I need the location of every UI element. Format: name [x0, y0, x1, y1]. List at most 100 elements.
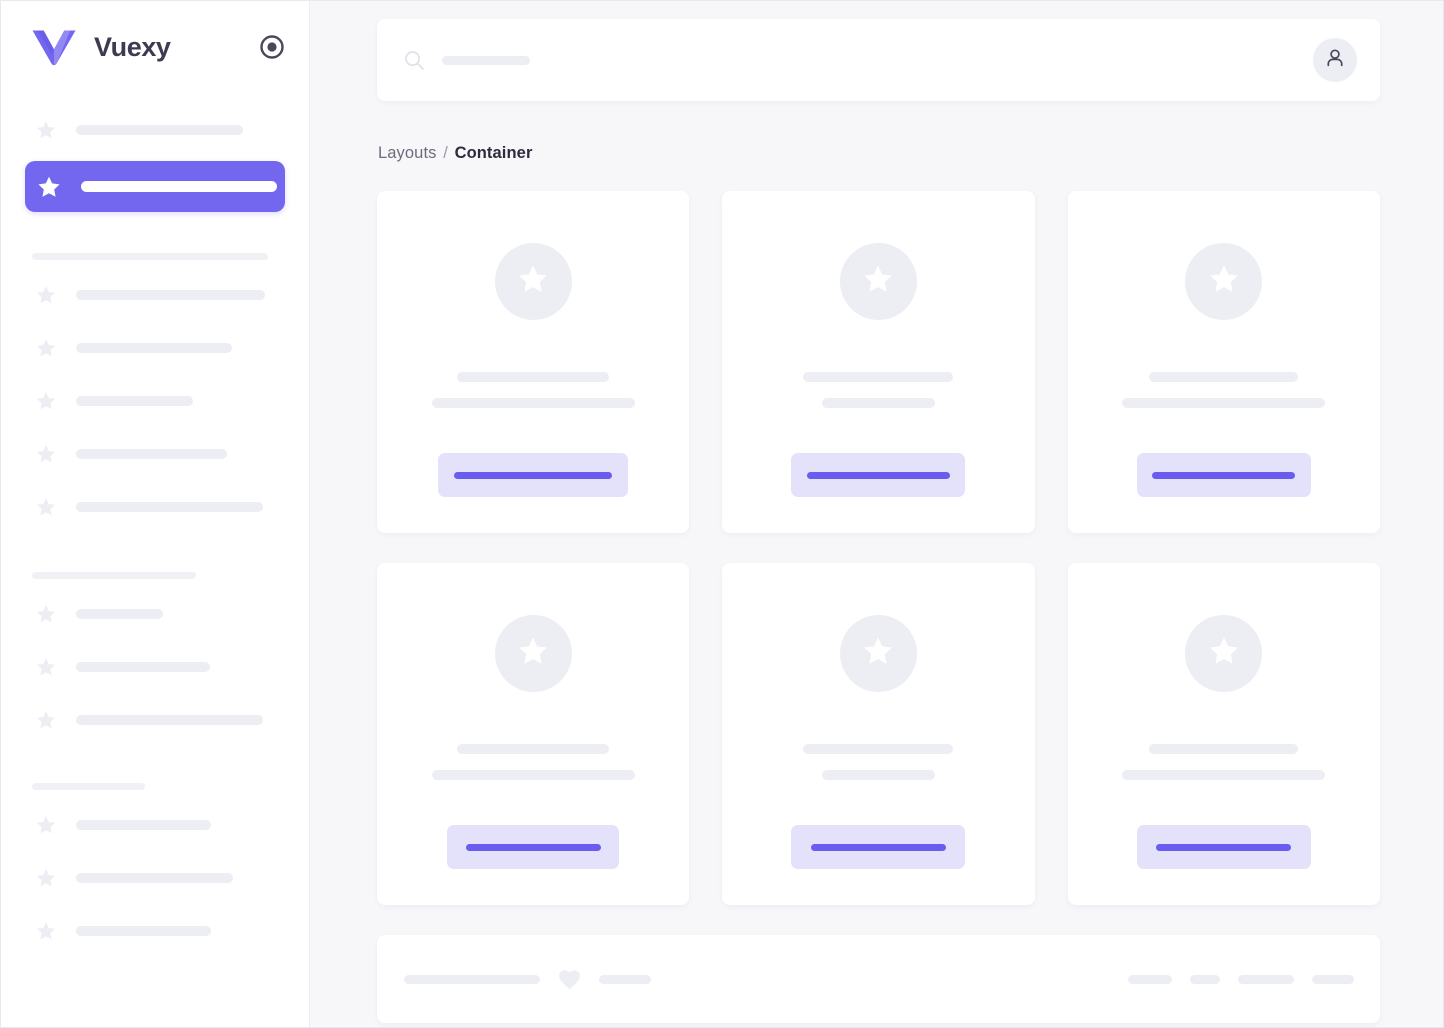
card-3 [1067, 191, 1380, 533]
footer-right-group [1128, 974, 1354, 984]
breadcrumb-separator: / [443, 144, 448, 162]
footer-link-skeleton[interactable] [599, 974, 651, 984]
sidebar: Vuexy [1, 1, 310, 1027]
sidebar-item-3[interactable] [25, 277, 285, 313]
sidebar-item-11[interactable] [25, 807, 285, 843]
card-subtitle-skeleton [431, 770, 635, 780]
star-icon [35, 390, 57, 412]
footer-nav-link-3[interactable] [1238, 974, 1294, 984]
sidebar-item-label [76, 125, 243, 135]
avatar[interactable] [1313, 38, 1357, 82]
card-action-button[interactable] [791, 453, 966, 497]
sidebar-nav[interactable] [1, 93, 309, 1027]
main-content: Layouts / Container [310, 1, 1443, 1027]
card-action-button[interactable] [438, 453, 629, 497]
footer-nav-link-2[interactable] [1190, 974, 1220, 984]
card-title-skeleton [1149, 744, 1299, 754]
search-icon [404, 50, 425, 71]
brand-header: Vuexy [1, 1, 309, 93]
card-action-button[interactable] [447, 825, 620, 869]
star-icon [36, 174, 62, 200]
card-subtitle-skeleton [821, 770, 935, 780]
card-4 [377, 563, 690, 905]
card-avatar [494, 243, 572, 320]
card-5 [722, 563, 1035, 905]
footer-left-group [404, 967, 651, 992]
card-avatar [1185, 243, 1263, 320]
card-title-skeleton [1149, 372, 1299, 382]
star-icon [35, 337, 57, 359]
radio-circle-dot-icon[interactable] [259, 34, 285, 60]
sidebar-item-label [76, 609, 163, 619]
vuexy-chevron-logo-icon [31, 27, 77, 67]
card-title-skeleton [457, 744, 610, 754]
star-icon [35, 867, 57, 889]
search-placeholder-skeleton [442, 55, 530, 65]
card-1 [377, 191, 690, 533]
star-icon [35, 920, 57, 942]
sidebar-item-4[interactable] [25, 330, 285, 366]
sidebar-item-1[interactable] [25, 112, 285, 148]
card-button-label-skeleton [810, 843, 946, 851]
card-grid [377, 191, 1380, 905]
sidebar-item-5[interactable] [25, 383, 285, 419]
card-avatar [839, 243, 917, 320]
sidebar-item-12[interactable] [25, 860, 285, 896]
star-icon [35, 709, 57, 731]
star-icon [35, 814, 57, 836]
card-subtitle-skeleton [431, 398, 635, 408]
star-icon [35, 443, 57, 465]
star-icon [35, 496, 57, 518]
card-6 [1067, 563, 1380, 905]
star-icon [35, 656, 57, 678]
footer-nav-link-1[interactable] [1128, 974, 1172, 984]
footer-text-skeleton [404, 974, 540, 984]
sidebar-item-label [76, 502, 263, 512]
sidebar-section-divider [32, 572, 196, 579]
star-icon [861, 634, 895, 673]
star-icon [35, 119, 57, 141]
card-button-label-skeleton [454, 471, 613, 479]
star-icon [861, 262, 895, 301]
top-navbar [377, 19, 1380, 101]
card-subtitle-skeleton [1122, 398, 1326, 408]
card-action-button[interactable] [1136, 825, 1311, 869]
nav-spacer [1, 525, 309, 572]
card-subtitle-skeleton [1122, 770, 1326, 780]
breadcrumb: Layouts / Container [378, 144, 1380, 163]
card-button-label-skeleton [465, 843, 601, 851]
nav-spacer [1, 738, 309, 783]
star-icon [1207, 262, 1241, 301]
sidebar-item-label [76, 715, 263, 725]
search-input[interactable] [404, 50, 1313, 71]
sidebar-item-label [76, 290, 265, 300]
card-button-label-skeleton [1156, 843, 1292, 851]
nav-spacer [1, 212, 309, 253]
heart-icon [557, 967, 582, 992]
star-icon [35, 284, 57, 306]
breadcrumb-parent[interactable]: Layouts [378, 144, 437, 162]
card-avatar [1185, 615, 1263, 692]
sidebar-item-6[interactable] [25, 436, 285, 472]
sidebar-item-13[interactable] [25, 913, 285, 949]
card-avatar [494, 615, 572, 692]
star-icon [516, 262, 550, 301]
footer-bar [377, 935, 1380, 1023]
sidebar-item-2-active[interactable] [25, 161, 285, 212]
user-person-icon [1324, 47, 1346, 74]
card-action-button[interactable] [791, 825, 966, 869]
sidebar-item-8[interactable] [25, 596, 285, 632]
card-avatar [839, 615, 917, 692]
sidebar-item-7[interactable] [25, 489, 285, 525]
star-icon [1207, 634, 1241, 673]
card-action-button[interactable] [1136, 453, 1311, 497]
card-title-skeleton [803, 372, 954, 382]
brand-name: Vuexy [94, 31, 171, 62]
sidebar-section-divider [32, 253, 268, 260]
sidebar-item-9[interactable] [25, 649, 285, 685]
breadcrumb-current: Container [454, 144, 533, 162]
footer-nav-link-4[interactable] [1312, 974, 1354, 984]
sidebar-item-label [76, 396, 193, 406]
sidebar-item-label [76, 820, 211, 830]
sidebar-item-10[interactable] [25, 702, 285, 738]
